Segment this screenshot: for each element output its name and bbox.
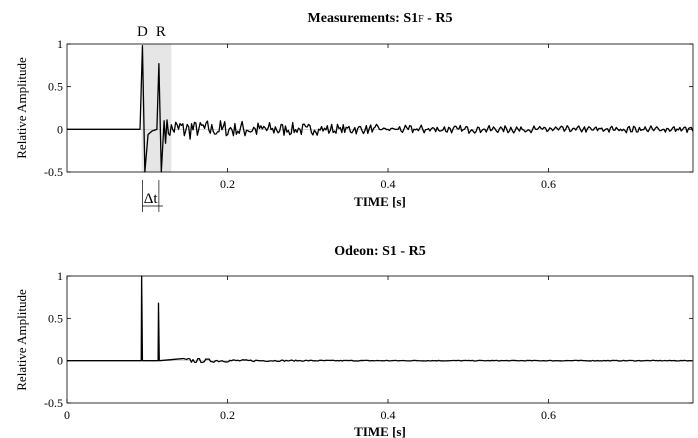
y-tick-label: 0 [57, 122, 63, 136]
y-tick-label: 0 [57, 354, 63, 368]
title-tail: - R5 [424, 11, 453, 26]
x-axis-label-bottom: TIME [s] [354, 424, 406, 438]
y-axis-label-top: Relative Amplitude [14, 57, 29, 159]
title-subscript: F [418, 14, 424, 25]
y-tick-label: 1 [57, 269, 63, 283]
plot-frame-top [66, 43, 694, 173]
panel-measurements: Measurements: S1F - R5 -0.500.51 0.2 0.4 0… [14, 11, 694, 212]
series-line-measurements [67, 45, 694, 173]
x-tick-label: 0.6 [541, 408, 556, 422]
panel-odeon: Odeon: S1 - R5 -0.500.51 0 0.2 0.4 0.6 Rela… [14, 244, 694, 438]
title-odeon: Odeon: S1 - R5 [334, 244, 425, 259]
x-tick-label: 0.6 [541, 177, 556, 191]
y-tick-label: 1 [57, 37, 63, 51]
plot-frame-bottom [66, 275, 694, 404]
y-ticks-bottom: -0.5 0 0.5 1 [44, 269, 693, 410]
x-axis-label-top: TIME [s] [354, 194, 406, 209]
annotation-direct: D [137, 24, 148, 40]
y-ticks-top: -0.5 0 0.5 1 [44, 37, 693, 179]
x-ticks-bottom: 0 0.2 0.4 0.6 [64, 276, 556, 422]
x-tick-label: 0.4 [381, 177, 396, 191]
x-tick-label: 0 [64, 408, 70, 422]
series-line-odeon [67, 275, 693, 364]
title-main: Measurements: S1 [308, 11, 419, 26]
x-tick-label: 0.2 [220, 177, 235, 191]
y-tick-label: 0.5 [48, 311, 63, 325]
x-ticks-top: 0.2 0.4 0.6 [220, 44, 556, 191]
y-tick-label: -0.5 [44, 396, 63, 410]
y-tick-label: 0.5 [48, 80, 63, 94]
y-tick-label: -0.5 [44, 165, 63, 179]
title-measurements: Measurements: S1F - R5 [308, 11, 453, 26]
x-tick-label: 0.4 [381, 408, 396, 422]
x-tick-label: 0.2 [220, 408, 235, 422]
annotation-delta-t: Δt [144, 191, 159, 207]
annotation-reflection: R [156, 24, 166, 40]
y-axis-label-bottom: Relative Amplitude [14, 289, 29, 391]
delta-t-marker: Δt [142, 180, 163, 212]
